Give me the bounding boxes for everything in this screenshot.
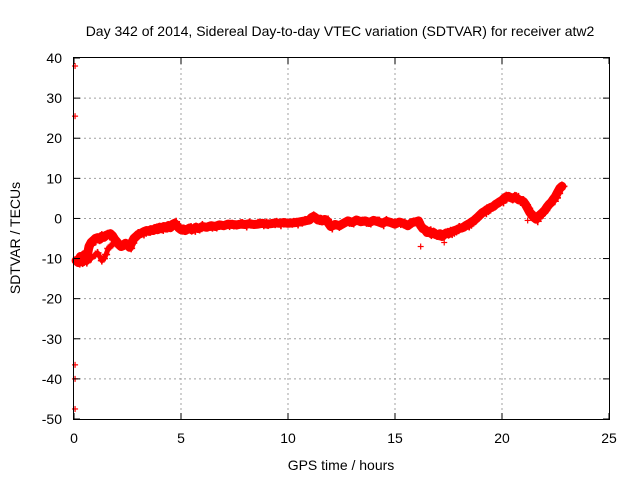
data-point — [331, 220, 340, 229]
data-point — [358, 216, 367, 225]
data-point — [234, 220, 243, 229]
y-tick-label: 20 — [46, 130, 62, 146]
data-point — [285, 219, 294, 228]
data-point — [129, 239, 138, 248]
data-point — [204, 222, 213, 231]
y-tick-label: 30 — [46, 90, 62, 106]
axis-ticks: 0 5 10 15 20 25 -50 -40 -30 -20 -10 0 10 20 30 40 — [42, 50, 617, 446]
y-tick-label: -40 — [42, 371, 62, 387]
data-point — [212, 223, 221, 232]
data-point — [349, 219, 358, 228]
x-tick-label: 5 — [177, 430, 185, 446]
data-point — [298, 218, 307, 227]
data-point — [379, 221, 388, 230]
data-point — [221, 220, 230, 229]
data-point — [255, 219, 264, 228]
y-tick-label: -50 — [42, 411, 62, 427]
chart-title: Day 342 of 2014, Sidereal Day-to-day VTE… — [86, 23, 595, 39]
data-point — [324, 215, 333, 224]
data-point — [238, 219, 247, 228]
data-point — [289, 217, 298, 226]
outlier-point — [441, 239, 448, 246]
x-tick-label: 10 — [280, 430, 296, 446]
data-point — [112, 239, 121, 248]
x-tick-label: 15 — [387, 430, 403, 446]
y-tick-label: -20 — [42, 291, 62, 307]
data-point — [409, 217, 418, 226]
data-point — [272, 217, 281, 226]
data-point — [336, 221, 345, 230]
outlier-point — [72, 361, 79, 368]
data-point — [264, 221, 273, 230]
data-point — [172, 217, 181, 226]
data-point — [375, 216, 384, 225]
data-point — [401, 220, 410, 229]
outlier-point — [417, 243, 424, 250]
outlier-point — [72, 63, 79, 70]
y-tick-label: 10 — [46, 170, 62, 186]
plot-frame — [73, 57, 610, 420]
grid — [74, 58, 609, 419]
data-point — [392, 219, 401, 228]
data-point — [416, 218, 425, 227]
outlier-point — [72, 405, 79, 412]
data-point — [242, 222, 251, 231]
data-point — [75, 259, 84, 268]
x-tick-label: 25 — [601, 430, 617, 446]
data-point — [99, 254, 108, 263]
y-tick-label: 40 — [46, 50, 62, 66]
data-point — [102, 250, 111, 259]
data-point — [553, 193, 561, 202]
data-point — [95, 252, 104, 261]
outlier-point — [524, 217, 531, 224]
data-point — [514, 192, 523, 201]
data-point — [294, 220, 303, 229]
y-tick-label: 0 — [54, 210, 62, 226]
data-point — [82, 258, 91, 267]
data-point — [366, 219, 375, 228]
data-point — [268, 219, 277, 228]
data-point — [87, 254, 96, 263]
x-tick-label: 20 — [494, 430, 510, 446]
y-axis-label: SDTVAR / TECUs — [7, 182, 23, 294]
data-point — [405, 221, 414, 230]
x-axis-label: GPS time / hours — [288, 457, 395, 473]
x-tick-label: 0 — [70, 430, 78, 446]
data-point — [555, 189, 564, 198]
y-tick-label: -10 — [42, 251, 62, 267]
data-point — [559, 182, 568, 191]
y-tick-label: -30 — [42, 331, 62, 347]
data-point — [127, 244, 136, 253]
data-point — [251, 220, 260, 229]
data-point — [276, 221, 285, 230]
data-point — [328, 224, 337, 233]
data-series — [71, 63, 568, 412]
outlier-point — [72, 113, 79, 120]
data-point — [302, 216, 311, 225]
